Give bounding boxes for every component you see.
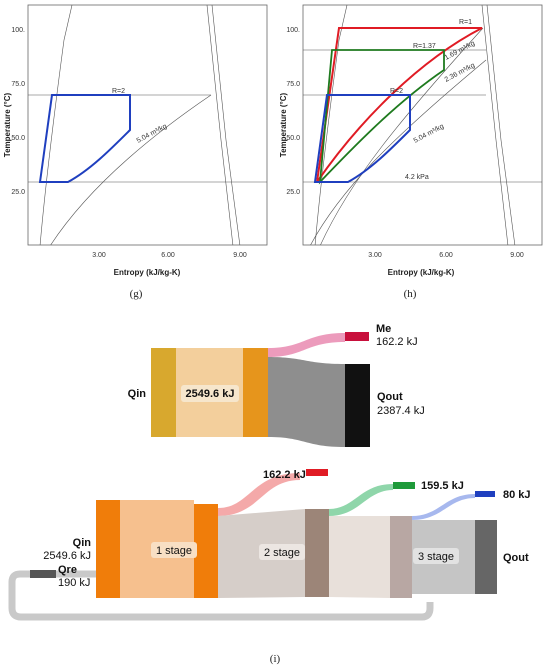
label-r137: R=1.37 [413, 43, 436, 50]
stage3-label: 3 stage [418, 551, 454, 563]
qin-label: Qin [128, 388, 147, 400]
flow-me [268, 333, 345, 357]
y-axis-label: Temperature (°C) [3, 92, 12, 157]
panel-h: R=1 R=1.37 R=2 1.69 m³/kg 2.36 m³/kg 5.0… [279, 4, 543, 300]
node-stage2-out [305, 509, 329, 597]
label-r2: R=2 [112, 88, 125, 95]
caption-h: (h) [404, 288, 417, 300]
node-split [243, 348, 268, 437]
saturated-liquid-line [314, 5, 348, 245]
node-qout [345, 364, 370, 447]
me-value: 162.2 kJ [376, 336, 418, 348]
node-qin-bottom [96, 500, 120, 598]
ytick-100: 100. [286, 27, 300, 34]
x-axis-label: Entropy (kJ/kg-K) [114, 268, 181, 277]
panel-h-frame [302, 4, 543, 246]
isochore-line [320, 27, 484, 245]
qout-value: 2387.4 kJ [377, 405, 425, 417]
sankey-top: 2549.6 kJ Qin Me 162.2 kJ Qout 2387.4 kJ [128, 323, 425, 447]
cycle-path-blue [313, 94, 411, 183]
stage1-label: 1 stage [156, 545, 192, 557]
xtick-9: 9.00 [510, 252, 524, 259]
me-label: Me [376, 323, 391, 335]
qre-value: 190 kJ [58, 577, 90, 589]
flow-qout [268, 357, 345, 447]
label-r2: R=2 [390, 88, 403, 95]
ytick-25: 25.0 [286, 189, 300, 196]
label-r1: R=1 [459, 19, 472, 26]
qout-label-bottom: Qout [503, 552, 529, 564]
cycle-path-blue [38, 94, 131, 183]
flow-out3 [412, 494, 475, 520]
node-out2 [393, 482, 415, 489]
node-qre [30, 570, 56, 578]
panel-g: R=2 5.04 m³/kg 25.0 50.0 75.0 100. 3.00 … [3, 4, 268, 300]
node-qout-bottom [475, 520, 497, 594]
node-qin [151, 348, 176, 437]
ytick-50: 50.0 [286, 135, 300, 142]
out1-value: 162.2 kJ [263, 469, 306, 481]
xtick-6: 6.00 [161, 252, 175, 259]
flow-stage3 [329, 516, 390, 598]
node-out3 [475, 491, 495, 497]
qre-label: Qre [58, 564, 77, 576]
ytick-25: 25.0 [11, 189, 25, 196]
flow-recirculation [8, 570, 434, 621]
isochore-line-2 [310, 59, 487, 245]
center-label-bg [181, 385, 239, 402]
saturated-vapor-line-2 [486, 5, 516, 245]
saturated-vapor-line-2 [211, 5, 241, 245]
node-stage1-out [194, 504, 218, 598]
node-out1 [306, 469, 328, 476]
isochore-line [50, 94, 212, 245]
panel-g-frame [27, 4, 268, 246]
caption-g: (g) [130, 288, 143, 300]
flow-out1 [218, 473, 300, 516]
qout-label: Qout [377, 391, 403, 403]
ytick-100: 100. [11, 27, 25, 34]
stage2-label: 2 stage [264, 547, 300, 559]
qin-value-bottom: 2549.6 kJ [43, 550, 91, 562]
caption-i: (i) [270, 653, 281, 665]
stage1-label-bg [151, 542, 197, 558]
y-axis-label: Temperature (°C) [279, 92, 288, 157]
xtick-3: 3.00 [92, 252, 106, 259]
out2-value: 159.5 kJ [421, 480, 464, 492]
x-axis-label: Entropy (kJ/kg-K) [388, 268, 455, 277]
xtick-6: 6.00 [439, 252, 453, 259]
ytick-75: 75.0 [11, 81, 25, 88]
cycle-path-red [316, 27, 483, 183]
center-value: 2549.6 kJ [186, 388, 235, 400]
xtick-3: 3.00 [368, 252, 382, 259]
out3-value: 80 kJ [503, 489, 531, 501]
stage2-label-bg [259, 544, 305, 560]
label-pressure: 4.2 kPa [405, 174, 429, 181]
qin-label-bottom: Qin [73, 537, 92, 549]
node-me [345, 332, 369, 341]
saturated-liquid-line [39, 5, 73, 245]
saturated-vapor-line [206, 5, 234, 245]
ytick-75: 75.0 [286, 81, 300, 88]
sankey-bottom: 1 stage 2 stage 3 stage Qin 2549.6 kJ Qr… [8, 469, 531, 621]
cycle-path-green [318, 49, 445, 185]
stage3-label-bg [413, 548, 459, 564]
flow-out2 [329, 484, 393, 516]
node-stage3-out [390, 516, 412, 598]
ytick-50: 50.0 [11, 135, 25, 142]
saturated-vapor-line [481, 5, 509, 245]
xtick-9: 9.00 [233, 252, 247, 259]
